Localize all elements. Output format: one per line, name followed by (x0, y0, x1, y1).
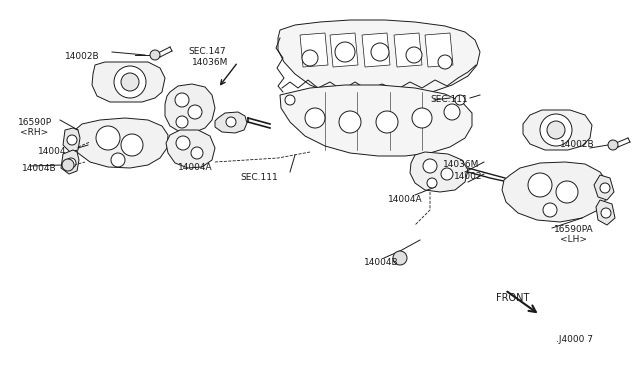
Text: 14004B: 14004B (22, 164, 56, 173)
Circle shape (528, 173, 552, 197)
Circle shape (114, 66, 146, 98)
Circle shape (66, 158, 76, 168)
Polygon shape (300, 33, 328, 67)
Text: 14002B: 14002B (65, 52, 100, 61)
Polygon shape (165, 84, 215, 132)
Text: SEC.111: SEC.111 (430, 95, 468, 104)
Text: 14036M: 14036M (443, 160, 479, 169)
Text: 14004: 14004 (38, 147, 67, 156)
Polygon shape (523, 110, 592, 150)
Circle shape (335, 42, 355, 62)
Circle shape (226, 117, 236, 127)
Circle shape (302, 50, 318, 66)
Circle shape (455, 95, 465, 105)
Circle shape (376, 111, 398, 133)
Polygon shape (596, 200, 615, 225)
Polygon shape (280, 85, 472, 156)
Circle shape (540, 114, 572, 146)
Circle shape (121, 73, 139, 91)
Circle shape (444, 104, 460, 120)
Circle shape (188, 105, 202, 119)
Polygon shape (594, 175, 614, 200)
Text: 14036M: 14036M (192, 58, 228, 67)
Polygon shape (394, 33, 422, 67)
Circle shape (176, 116, 188, 128)
Circle shape (339, 111, 361, 133)
Circle shape (438, 55, 452, 69)
Circle shape (547, 121, 565, 139)
Polygon shape (410, 152, 468, 192)
Text: 16590P: 16590P (18, 118, 52, 127)
Circle shape (601, 208, 611, 218)
Circle shape (600, 183, 610, 193)
Circle shape (111, 153, 125, 167)
Text: SEC.147: SEC.147 (188, 47, 226, 56)
Circle shape (543, 203, 557, 217)
Circle shape (62, 159, 74, 171)
Text: FRONT: FRONT (496, 293, 529, 303)
Circle shape (285, 95, 295, 105)
Polygon shape (425, 33, 453, 67)
Text: 14004A: 14004A (388, 195, 422, 204)
Circle shape (412, 108, 432, 128)
Polygon shape (92, 62, 165, 102)
Polygon shape (362, 33, 390, 67)
Circle shape (393, 251, 407, 265)
Text: .J4000 7: .J4000 7 (556, 335, 593, 344)
Text: SEC.111: SEC.111 (240, 173, 278, 182)
Polygon shape (215, 112, 247, 133)
Polygon shape (278, 20, 480, 98)
Polygon shape (61, 150, 79, 174)
Circle shape (67, 135, 77, 145)
Circle shape (175, 93, 189, 107)
Text: 14004A: 14004A (178, 163, 212, 172)
Circle shape (121, 134, 143, 156)
Text: <RH>: <RH> (20, 128, 48, 137)
Circle shape (556, 181, 578, 203)
Polygon shape (330, 33, 358, 67)
Circle shape (371, 43, 389, 61)
Polygon shape (166, 130, 215, 168)
Circle shape (406, 47, 422, 63)
Circle shape (305, 108, 325, 128)
Polygon shape (502, 162, 608, 222)
Text: 14002B: 14002B (560, 140, 595, 149)
Polygon shape (73, 118, 168, 168)
Circle shape (191, 147, 203, 159)
Text: 14002: 14002 (454, 172, 483, 181)
Circle shape (441, 168, 453, 180)
Circle shape (176, 136, 190, 150)
Text: 14004B: 14004B (364, 258, 399, 267)
Text: 16590PA: 16590PA (554, 225, 594, 234)
Circle shape (96, 126, 120, 150)
Text: <LH>: <LH> (560, 235, 587, 244)
Circle shape (608, 140, 618, 150)
Polygon shape (63, 128, 80, 152)
Circle shape (427, 178, 437, 188)
Circle shape (150, 50, 160, 60)
Circle shape (423, 159, 437, 173)
